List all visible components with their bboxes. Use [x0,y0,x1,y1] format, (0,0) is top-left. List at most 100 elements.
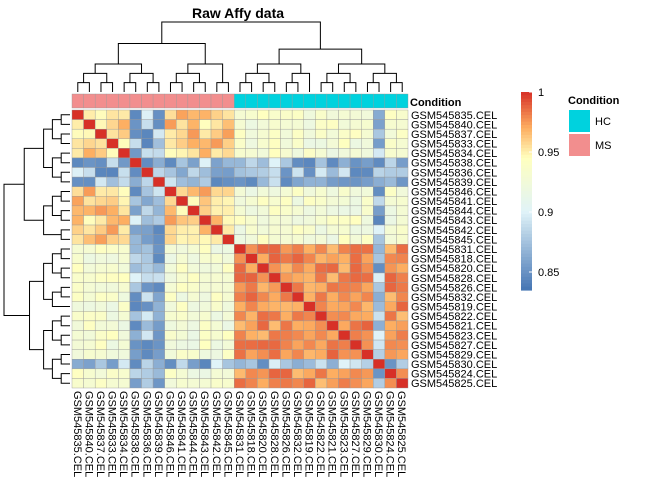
heatmap-cell [176,349,189,360]
heatmap-cell [373,311,386,322]
row-label: GSM545837.CEL [411,129,497,141]
heatmap-cell [396,282,409,293]
heatmap-cell [152,205,165,216]
heatmap-cell [234,291,247,302]
colorbar-segment [521,141,532,146]
heatmap-cell [83,215,96,226]
heatmap-cell [396,205,409,216]
heatmap-cell [257,157,270,168]
heatmap-cell [396,234,409,245]
heatmap-cell [338,128,351,139]
annotation-cell [338,93,351,109]
heatmap-cell [373,186,386,197]
heatmap-cell [152,148,165,159]
heatmap-cell [315,138,328,149]
dendrogram-branch [60,133,70,145]
colorbar-segment [521,151,532,156]
heatmap-cell [199,157,212,168]
heatmap-cell [396,109,409,120]
heatmap-cell [396,253,409,264]
heatmap-cell [315,157,328,168]
heatmap-cell [234,349,247,360]
heatmap-cell [384,196,397,207]
heatmap-cell [187,215,200,226]
heatmap-cell [373,224,386,235]
dendrogram-branch [245,72,270,83]
heatmap-cell [152,128,165,139]
heatmap-cell [152,215,165,226]
heatmap-cell [141,224,154,235]
row-label: GSM545844.CEL [411,206,497,218]
heatmap-cell [222,330,235,341]
heatmap-cell [141,359,154,370]
heatmap-cell [338,205,351,216]
row-label: GSM545824.CEL [411,369,497,381]
heatmap-cell [129,109,142,120]
heatmap-cell [234,282,247,293]
annotation-cell [280,93,293,109]
heatmap-cell [106,109,119,120]
dendrogram-branch [262,82,276,92]
heatmap-cell [210,311,223,322]
row-label: GSM545833.CEL [411,139,497,151]
heatmap-cell [291,349,304,360]
heatmap-cell [152,378,165,389]
heatmap-cell [280,263,293,274]
heatmap-cell [280,138,293,149]
dendrogram-branch [51,119,62,140]
heatmap-cell [187,291,200,302]
heatmap-cell [280,339,293,350]
heatmap-cell [315,272,328,283]
heatmap-cell [326,138,339,149]
annotation-cell [384,93,397,109]
heatmap-cell [315,330,328,341]
heatmap-cell [280,253,293,264]
heatmap-cell [141,128,154,139]
heatmap-cell [349,301,362,312]
heatmap-cell [234,253,247,264]
chart-title: Raw Affy data [192,5,284,21]
column-label: GSM545846.CEL [163,391,175,477]
heatmap-cell [338,301,351,312]
annotation-cell [187,93,200,109]
heatmap-cell [141,196,154,207]
heatmap-cell [291,339,304,350]
heatmap-cell [118,291,131,302]
heatmap-cell [338,186,351,197]
row-label: GSM545822.CEL [411,311,497,323]
heatmap-cell [199,339,212,350]
heatmap-cell [176,253,189,264]
heatmap-cell [245,224,258,235]
heatmap-cell [303,301,316,312]
heatmap-cell [129,224,142,235]
colorbar-segment [521,128,532,133]
heatmap-cell [152,244,165,255]
annotation-cell [349,93,362,109]
colorbar-segment [521,207,532,212]
heatmap-cell [384,148,397,159]
heatmap-cell [234,215,247,226]
heatmap-cell [257,253,270,264]
heatmap-cell [245,253,258,264]
heatmap-cell [152,167,165,178]
heatmap-cell [164,109,177,120]
heatmap-cell [338,359,351,370]
heatmap-cell [83,244,96,255]
colorbar-segment [521,154,532,159]
heatmap-cell [199,359,212,370]
heatmap-cell [118,186,131,197]
heatmap-cell [349,186,362,197]
heatmap-cell [361,320,374,331]
heatmap-cell [83,263,96,274]
heatmap-cell [71,186,84,197]
heatmap-cell [338,320,351,331]
heatmap-cell [326,272,339,283]
heatmap-cell [349,119,362,130]
heatmap-cell [326,291,339,302]
heatmap-cell [176,263,189,274]
heatmap-cell [94,128,107,139]
heatmap-cell [176,320,189,331]
heatmap-cell [106,253,119,264]
heatmap-cell [396,378,409,389]
heatmap-cell [71,301,84,312]
